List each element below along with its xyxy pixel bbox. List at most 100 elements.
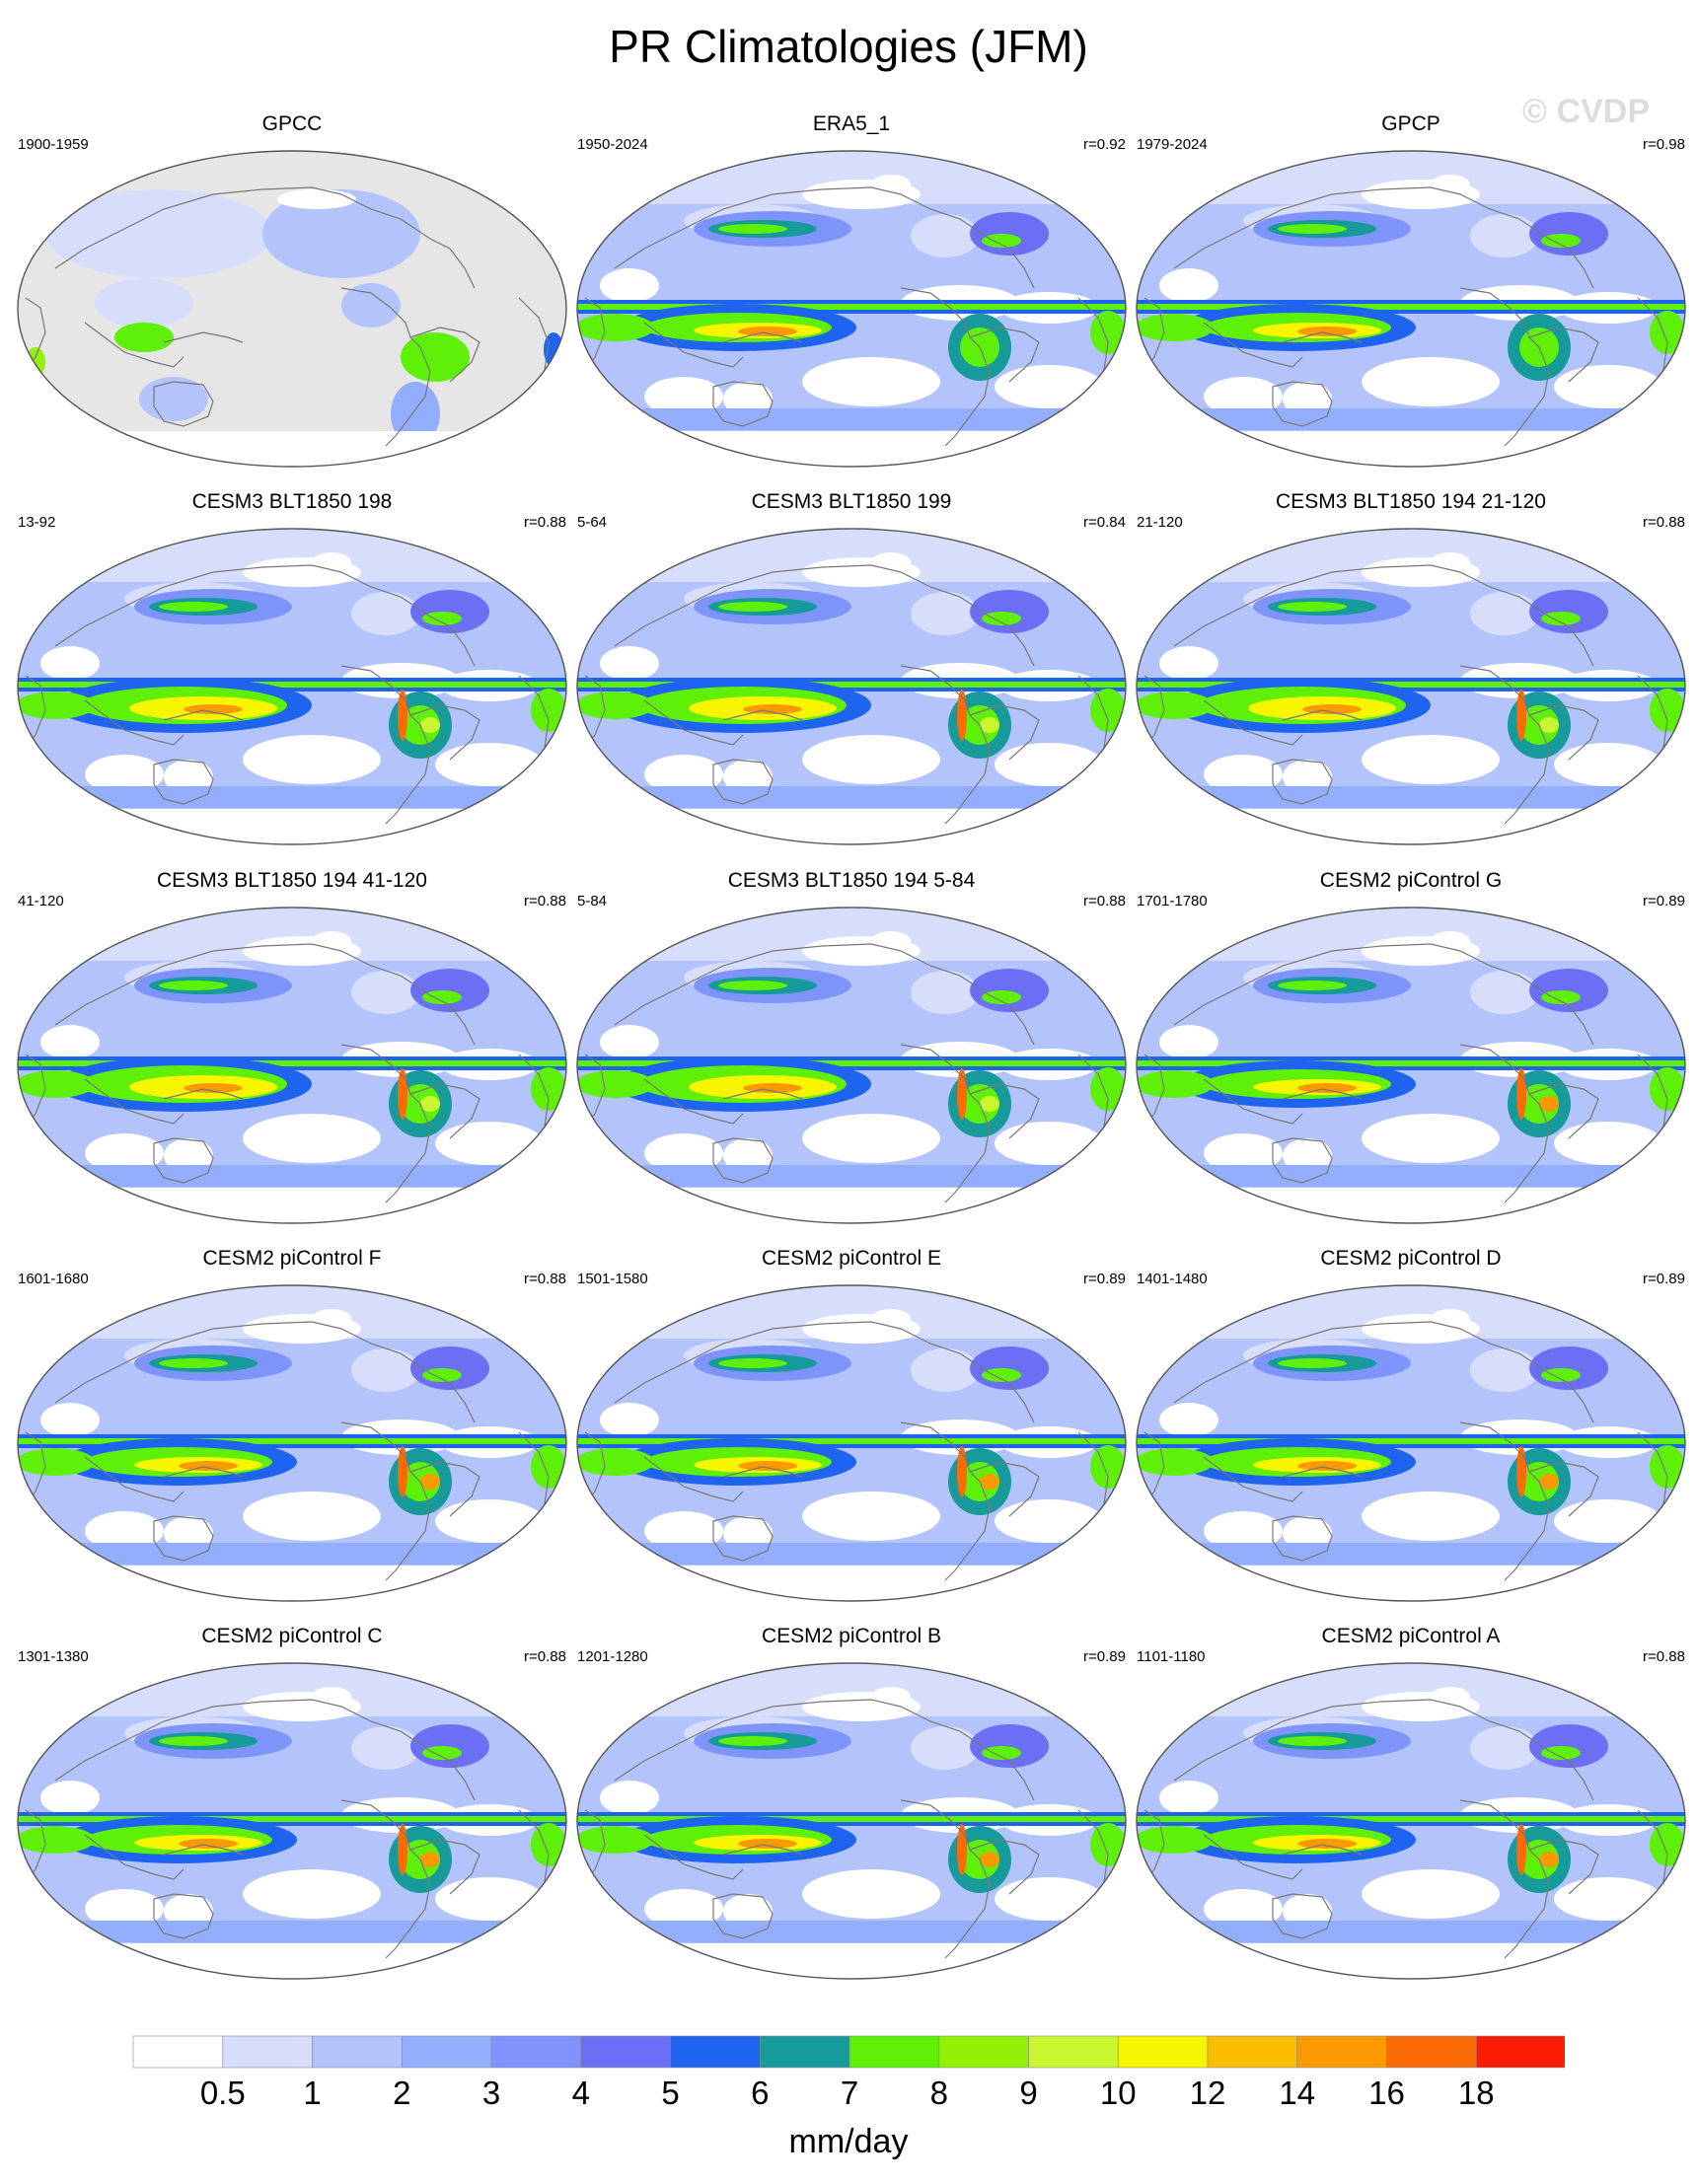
map-panel: CESM2 piControl E 1501-1580 r=0.89	[575, 1247, 1128, 1602]
dry-land-region	[871, 1687, 911, 1707]
panel-title: CESM2 piControl C	[201, 1625, 383, 1647]
coastline	[163, 1088, 244, 1100]
map-border	[576, 528, 1127, 845]
panel-correlation: r=0.88	[1643, 1648, 1685, 1665]
land-precip-region	[139, 377, 208, 421]
coastline	[409, 327, 480, 383]
coastline	[1173, 564, 1594, 667]
panel-years: 1401-1480	[1137, 1271, 1208, 1287]
north-pacific-storm-track-max	[1278, 602, 1347, 612]
colorbar-swatch	[312, 2035, 403, 2069]
subtropical-dry-zone	[1362, 1492, 1500, 1541]
panel-correlation: r=0.88	[524, 893, 566, 910]
coastline	[409, 1461, 480, 1517]
coastline	[1459, 287, 1550, 447]
panel-correlation: r=0.88	[524, 514, 566, 531]
panel-correlation: r=0.88	[524, 1271, 566, 1287]
precip-map	[576, 1662, 1127, 1980]
subtropical-dry-zone	[85, 1889, 164, 1929]
panel-correlation: r=0.88	[1083, 893, 1126, 910]
amazon-rain-peak	[420, 1852, 440, 1867]
coastline	[1077, 1431, 1109, 1512]
coastline	[900, 665, 991, 825]
coastline	[1528, 1461, 1599, 1517]
africa-rain	[1090, 1445, 1126, 1489]
coastline	[969, 704, 1040, 761]
map-border	[576, 907, 1127, 1224]
coastline	[722, 1088, 803, 1100]
subtropical-dry-zone	[1204, 1511, 1283, 1551]
coastline	[1459, 665, 1550, 825]
coastline	[643, 322, 744, 368]
coastline	[163, 331, 244, 343]
itcz-core	[1137, 1060, 1685, 1066]
north-atlantic-storm-track-max	[422, 612, 462, 625]
southern-ocean-band	[1137, 786, 1685, 808]
colorbar-swatch	[490, 2035, 582, 2069]
indian-ocean-rain	[1137, 1070, 1214, 1098]
panel-years: 13-92	[18, 514, 56, 531]
dry-land-region	[312, 931, 351, 951]
antarctic-band	[1137, 1188, 1685, 1223]
subtropical-dry-zone	[802, 1492, 940, 1541]
north-pacific-storm-track-max	[718, 1736, 787, 1746]
amazon-rain-peak	[420, 1096, 440, 1112]
amazon-rain-peak	[980, 1474, 999, 1490]
precip-map	[17, 528, 567, 845]
coastline	[1637, 675, 1668, 756]
warm-pool-max	[179, 1839, 238, 1849]
coastline	[1459, 1044, 1550, 1203]
coastline	[518, 297, 550, 378]
panel-title: CESM3 BLT1850 194 5-84	[727, 869, 976, 892]
coastline	[1203, 1456, 1303, 1502]
subtropical-dry-zone	[1554, 743, 1662, 786]
panel-correlation: r=0.88	[1643, 514, 1685, 531]
andes-rain-max	[957, 1824, 967, 1875]
coastline	[153, 1137, 214, 1184]
coastline	[1528, 1839, 1599, 1895]
africa-rain	[531, 1445, 566, 1489]
map-panel: CESM3 BLT1850 194 21-120 21-120 r=0.88	[1135, 490, 1687, 845]
andes-rain-max	[1516, 690, 1526, 741]
antarctic-band	[18, 1943, 566, 1979]
africa-rain	[531, 689, 566, 732]
dry-land-region	[1283, 382, 1332, 416]
map-border	[17, 1662, 567, 1980]
amazon-rain-peak	[980, 717, 999, 733]
land-precip-region	[114, 323, 174, 352]
north-atlantic-storm-track-max	[1541, 1746, 1581, 1760]
coastline	[969, 1839, 1040, 1895]
subtropical-dry-zone	[644, 1511, 723, 1551]
panel-title: GPCP	[1381, 112, 1440, 135]
subtropical-dry-zone	[802, 357, 940, 406]
land-precip-region	[277, 189, 356, 209]
colorbar-tick-label: 5	[661, 2075, 679, 2111]
panel-years: 21-120	[1137, 514, 1183, 531]
colorbar-swatch	[759, 2035, 850, 2069]
precip-map	[1136, 150, 1686, 468]
coastline	[409, 704, 480, 761]
coastline	[54, 943, 476, 1046]
southern-ocean-band	[577, 1165, 1126, 1187]
amazon-rain-peak	[1539, 1474, 1559, 1490]
dry-land-region	[911, 971, 980, 1014]
dry-land-region	[911, 1726, 980, 1770]
precip-map	[17, 150, 567, 468]
dry-land-region	[1470, 1726, 1539, 1770]
coastline	[409, 1839, 480, 1895]
coastline	[84, 322, 184, 368]
panel-title: ERA5_1	[812, 112, 891, 135]
warm-pool-max	[1297, 1839, 1357, 1849]
subtropical-dry-zone	[802, 735, 940, 784]
land-precip-region	[391, 382, 440, 446]
dry-land-region	[40, 1403, 100, 1437]
precip-map	[576, 907, 1127, 1224]
warm-pool-max	[1297, 327, 1357, 336]
colorbar-swatch	[1207, 2035, 1298, 2069]
antarctic-band	[1137, 1565, 1685, 1601]
antarctic-band	[18, 809, 566, 844]
itcz-core	[18, 1438, 566, 1444]
page-title: PR Climatologies (JFM)	[609, 21, 1088, 72]
north-pacific-storm-track-max	[159, 1358, 228, 1368]
coastline	[722, 1466, 803, 1478]
